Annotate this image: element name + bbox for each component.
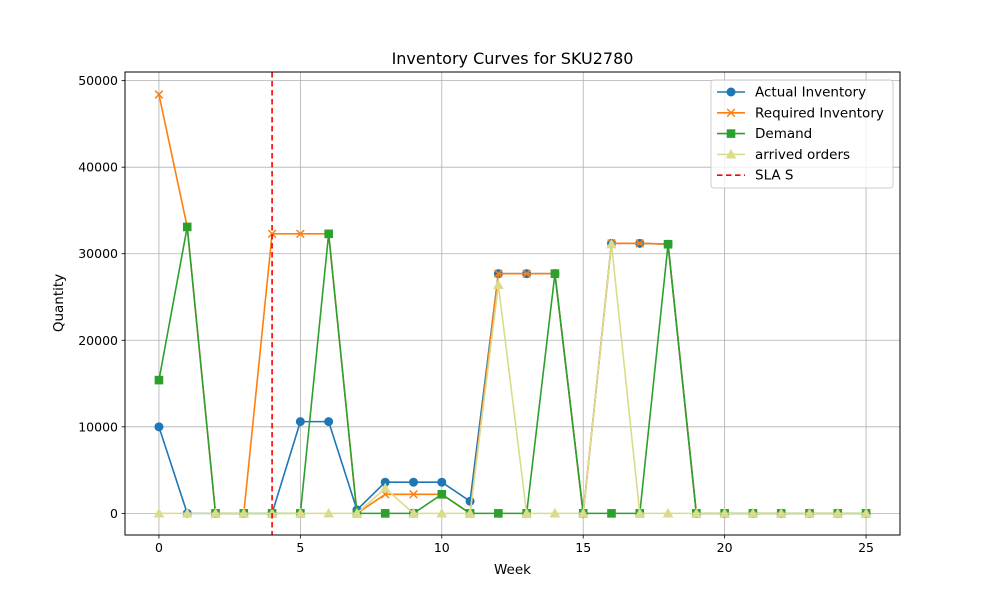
legend-item-sla-s: SLA S	[717, 168, 794, 184]
legend-label: Demand	[755, 126, 812, 142]
data-point-arrived-orders	[747, 507, 759, 518]
data-point-required-inventory	[154, 90, 164, 99]
y-tick-label: 0	[110, 506, 118, 521]
data-point-arrived-orders	[181, 507, 193, 518]
legend-box	[710, 79, 894, 189]
legend-marker	[725, 148, 737, 159]
legend-label: arrived orders	[755, 147, 850, 163]
data-point-arrived-orders	[606, 238, 617, 249]
data-point-arrived-orders	[804, 507, 815, 518]
legend-marker	[726, 129, 736, 138]
data-point-arrived-orders	[351, 507, 363, 518]
data-point-actual-inventory	[154, 422, 164, 432]
series-line-arrived-orders	[158, 243, 867, 515]
legend-marker	[726, 87, 736, 97]
data-point-arrived-orders	[832, 507, 844, 518]
y-tick-label: 40000	[78, 160, 118, 175]
axis-ticks: 0 5 10 15 20 25 0 10000 20000 30000 40000 50000	[78, 73, 874, 555]
chart-title: Inventory Curves for SKU2780	[392, 49, 634, 68]
data-point-actual-inventory	[295, 417, 305, 427]
x-axis-label: Week	[494, 562, 531, 578]
x-tick-label: 15	[575, 540, 591, 555]
data-point-actual-inventory	[465, 496, 475, 506]
data-point-arrived-orders	[775, 507, 787, 518]
legend: Actual Inventory Required Inventory Demand…	[710, 79, 894, 189]
data-point-arrived-orders	[464, 507, 476, 518]
data-point-required-inventory	[409, 489, 418, 499]
data-point-actual-inventory	[437, 477, 447, 487]
data-point-arrived-orders	[549, 507, 561, 518]
data-point-arrived-orders	[238, 507, 250, 518]
data-point-arrived-orders	[323, 507, 334, 518]
data-point-demand	[494, 509, 503, 518]
series-arrived-orders	[153, 238, 872, 518]
data-point-arrived-orders	[153, 507, 165, 518]
data-point-required-inventory	[267, 229, 277, 239]
legend-item-actual-inventory: Actual Inventory	[717, 85, 866, 101]
data-point-demand	[437, 490, 447, 499]
y-axis-label: Quantity	[51, 274, 67, 332]
data-point-required-inventory	[296, 229, 305, 239]
data-point-arrived-orders	[719, 507, 730, 518]
data-point-arrived-orders	[521, 507, 532, 518]
legend-item-required-inventory: Required Inventory	[717, 105, 884, 121]
legend-item-demand: Demand	[717, 126, 812, 142]
data-point-arrived-orders	[408, 507, 419, 518]
data-point-arrived-orders	[210, 507, 221, 518]
data-point-demand	[607, 509, 616, 518]
data-point-arrived-orders	[436, 507, 448, 518]
data-point-arrived-orders	[691, 507, 702, 518]
y-tick-label: 20000	[78, 333, 118, 348]
y-tick-label: 50000	[78, 73, 118, 88]
data-point-required-inventory	[635, 239, 645, 248]
data-point-actual-inventory	[324, 417, 334, 427]
data-point-actual-inventory	[409, 477, 419, 487]
data-point-demand	[663, 239, 673, 249]
legend-marker	[726, 108, 736, 118]
y-tick-label: 30000	[78, 246, 118, 261]
x-tick-label: 0	[155, 540, 163, 555]
x-tick-label: 10	[434, 540, 450, 555]
data-point-demand	[182, 222, 192, 232]
data-point-required-inventory	[522, 269, 531, 278]
data-point-arrived-orders	[295, 507, 306, 518]
data-point-demand	[154, 375, 164, 385]
data-point-arrived-orders	[662, 507, 674, 518]
legend-item-arrived-orders: arrived orders	[717, 147, 850, 163]
data-point-arrived-orders	[493, 279, 504, 289]
data-point-demand	[324, 229, 333, 239]
data-point-demand	[380, 509, 390, 518]
data-point-arrived-orders	[860, 507, 872, 518]
plot-frame	[124, 71, 901, 536]
x-tick-label: 25	[858, 540, 874, 555]
data-point-required-inventory	[494, 269, 503, 278]
legend-label: Actual Inventory	[755, 85, 866, 101]
x-tick-label: 20	[717, 540, 733, 555]
plot-area	[153, 72, 872, 535]
legend-label: Required Inventory	[755, 105, 884, 121]
data-point-arrived-orders	[577, 507, 589, 518]
y-tick-label: 10000	[78, 419, 118, 434]
data-point-arrived-orders	[379, 482, 391, 493]
legend-label: SLA S	[755, 168, 794, 184]
data-point-arrived-orders	[634, 507, 646, 518]
data-point-demand	[550, 269, 560, 278]
x-tick-label: 5	[296, 540, 304, 555]
